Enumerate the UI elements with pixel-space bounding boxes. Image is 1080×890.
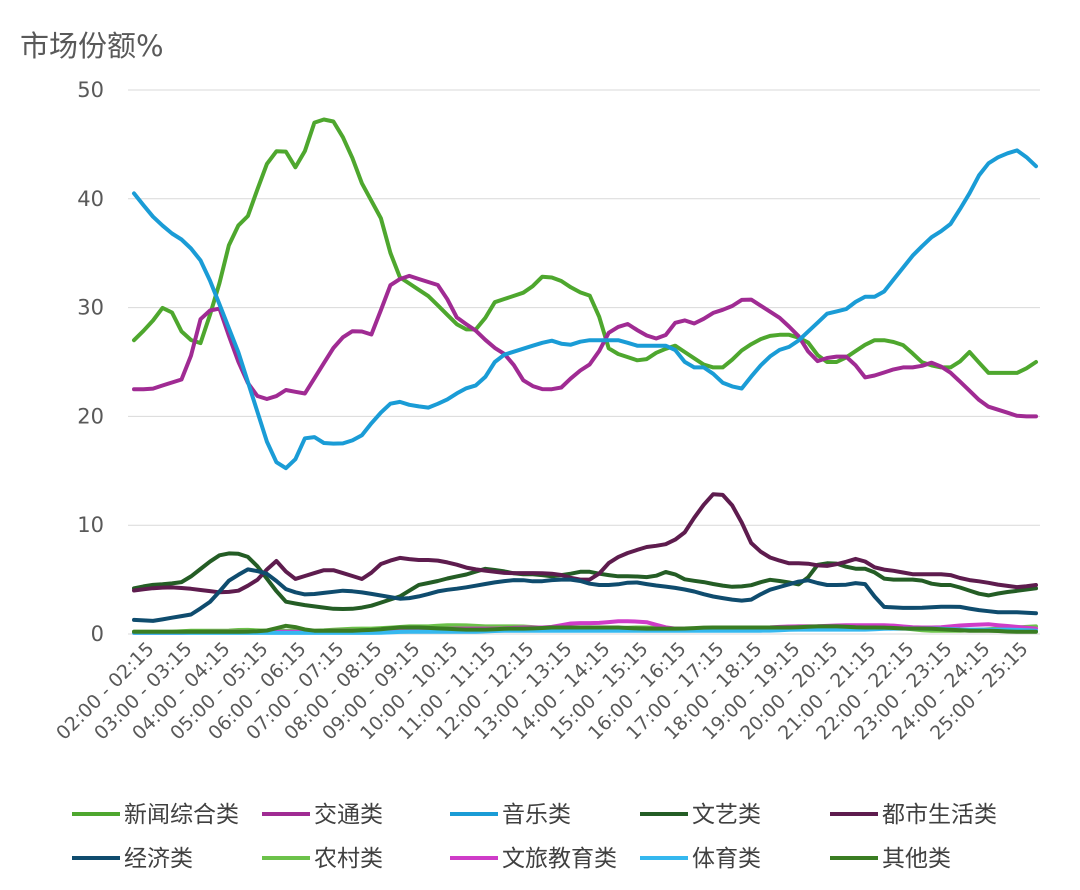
legend-label: 体育类 [692, 846, 761, 872]
series-line-9 [132, 623, 1038, 634]
legend-label: 文艺类 [692, 802, 761, 828]
legend-label: 交通类 [314, 802, 383, 828]
y-tick-labels: 0 10 20 30 40 50 [77, 78, 104, 646]
y-tick-label: 40 [77, 187, 104, 211]
y-tick-label: 10 [77, 513, 104, 537]
y-tick-label: 30 [77, 296, 104, 320]
legend-label: 新闻综合类 [124, 802, 239, 828]
y-tick-label: 20 [77, 404, 104, 428]
legend-label: 经济类 [124, 846, 193, 872]
legend-label: 其他类 [882, 846, 951, 872]
y-tick-label: 0 [91, 622, 104, 646]
series-line-1 [132, 273, 1038, 419]
series-line-0 [132, 117, 1038, 375]
y-tick-label: 50 [77, 78, 104, 102]
y-axis-label: 市场份额% [20, 29, 164, 63]
series-line-3 [132, 551, 1038, 611]
series-line-4 [132, 492, 1038, 595]
legend-label: 农村类 [314, 846, 383, 872]
legend-label: 音乐类 [502, 802, 571, 828]
series-line-2 [132, 148, 1038, 471]
legend-label: 都市生活类 [882, 802, 997, 828]
legend-label: 文旅教育类 [502, 846, 617, 872]
series-lines [132, 117, 1038, 635]
series-line-5 [132, 567, 1038, 623]
